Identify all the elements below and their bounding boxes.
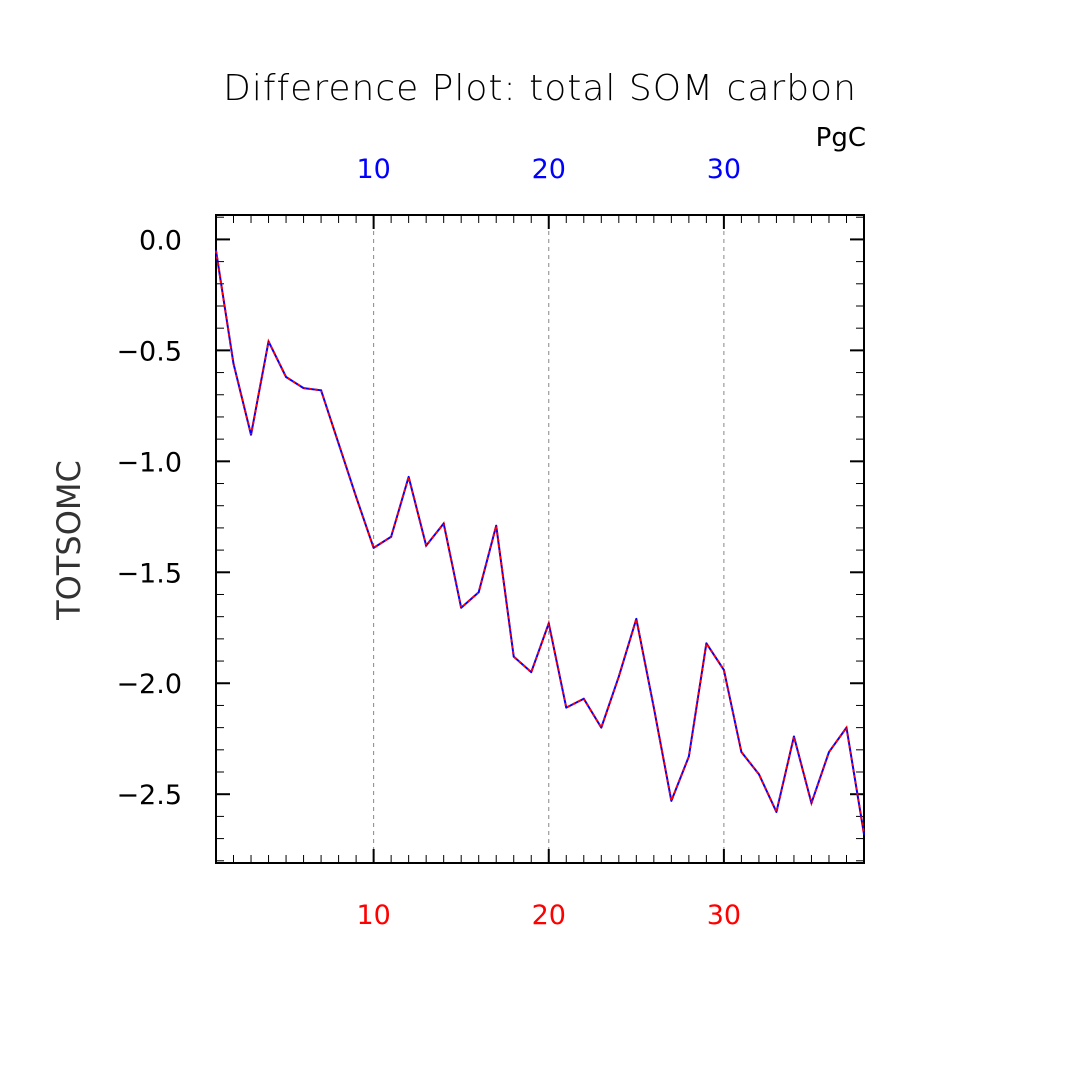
- units-label: PgC: [816, 123, 866, 153]
- data-point: [670, 800, 673, 802]
- data-point: [653, 706, 655, 709]
- data-point: [688, 755, 690, 758]
- data-point: [425, 544, 427, 547]
- y-tick-label: −1.0: [116, 447, 182, 478]
- series-line-dash: [215, 250, 865, 835]
- data-point: [547, 622, 550, 625]
- data-point: [565, 706, 568, 709]
- x-tick-label-top: 30: [707, 154, 741, 185]
- tick-labels: 0.0 −0.5 −1.0 −1.5 −2.0 −2.5 10 20 30 10 20 30: [116, 154, 741, 931]
- x-tick-label-bottom: 30: [707, 900, 741, 931]
- data-point: [215, 249, 217, 252]
- data-point: [232, 362, 235, 365]
- x-tick-label-bottom: 20: [532, 900, 566, 931]
- y-axis-label: TOTSOMC: [50, 460, 88, 621]
- data-point: [477, 591, 480, 594]
- y-tick-label: −1.5: [116, 558, 182, 589]
- data-point: [863, 833, 865, 835]
- data-point: [442, 522, 445, 525]
- data-point: [495, 524, 498, 527]
- x-tick-label-top: 10: [356, 154, 390, 185]
- data-point: [460, 606, 462, 609]
- data-point: [758, 773, 760, 776]
- data-point: [337, 442, 340, 445]
- data-point: [810, 802, 813, 804]
- data-point: [320, 389, 322, 392]
- series-line: [215, 250, 865, 835]
- data-point: [267, 340, 270, 343]
- data-point: [512, 655, 515, 658]
- x-tick-label-top: 20: [532, 154, 566, 185]
- data-point: [582, 697, 585, 700]
- grid-lines: [373, 215, 725, 863]
- data-point: [530, 671, 533, 673]
- y-tick-label: −2.5: [116, 780, 182, 811]
- data-point: [793, 735, 795, 738]
- data-point: [845, 726, 848, 729]
- series-layer: [215, 249, 865, 835]
- y-tick-label: −2.0: [116, 669, 182, 700]
- data-point: [618, 675, 620, 678]
- data-point: [355, 496, 357, 498]
- y-tick-label: 0.0: [139, 225, 182, 256]
- axis-ticks: [215, 215, 865, 863]
- x-tick-label-bottom: 10: [356, 900, 390, 931]
- data-point: [775, 811, 778, 813]
- plot-frame: [215, 214, 865, 864]
- chart-title: Difference Plot: total SOM carbon: [223, 68, 857, 109]
- y-tick-label: −0.5: [116, 336, 182, 367]
- data-point: [635, 618, 638, 620]
- data-point: [828, 751, 830, 753]
- data-point: [390, 535, 392, 538]
- data-point: [285, 376, 287, 378]
- data-point: [740, 751, 743, 753]
- data-point: [372, 547, 375, 549]
- data-point: [723, 669, 725, 671]
- data-point: [302, 387, 305, 389]
- data-point: [705, 642, 708, 645]
- data-point: [600, 726, 603, 729]
- data-point: [250, 433, 252, 436]
- data-point: [407, 476, 410, 478]
